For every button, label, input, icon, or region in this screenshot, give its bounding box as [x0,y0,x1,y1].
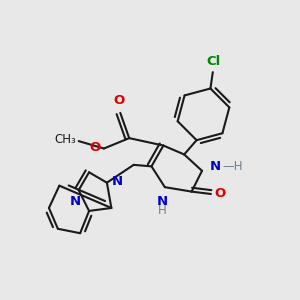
Text: H: H [158,204,167,218]
Text: N: N [157,195,168,208]
Text: O: O [89,140,100,154]
Text: —H: —H [222,160,243,173]
Text: N: N [209,160,220,173]
Text: N: N [70,196,81,208]
Text: O: O [214,188,226,200]
Text: O: O [113,94,124,107]
Text: CH₃: CH₃ [54,133,76,146]
Text: N: N [111,175,122,188]
Text: Cl: Cl [206,55,220,68]
